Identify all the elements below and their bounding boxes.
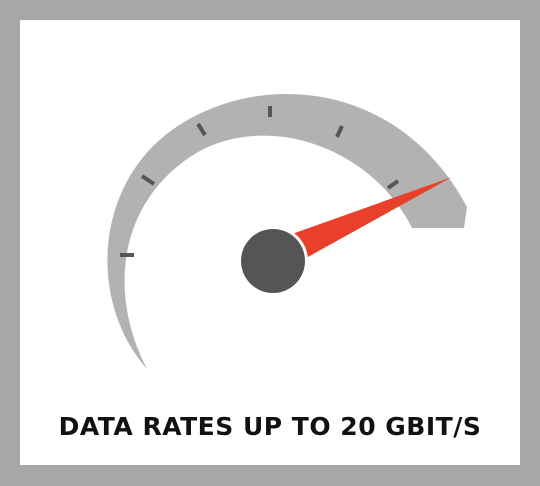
gauge-tick	[140, 174, 156, 186]
gauge-tick	[335, 125, 344, 138]
gauge-tick	[386, 179, 400, 190]
gauge-ticks	[120, 106, 400, 257]
gauge-needle	[288, 177, 452, 268]
gauge-hub-inner	[241, 229, 305, 293]
gauge-arc	[107, 93, 467, 369]
speedometer-gauge	[107, 93, 467, 369]
caption-text: DATA RATES UP TO 20 GBIT/S	[58, 412, 482, 441]
content-panel: DATA RATES UP TO 20 GBIT/S	[20, 20, 520, 465]
gauge-tick	[196, 122, 207, 137]
